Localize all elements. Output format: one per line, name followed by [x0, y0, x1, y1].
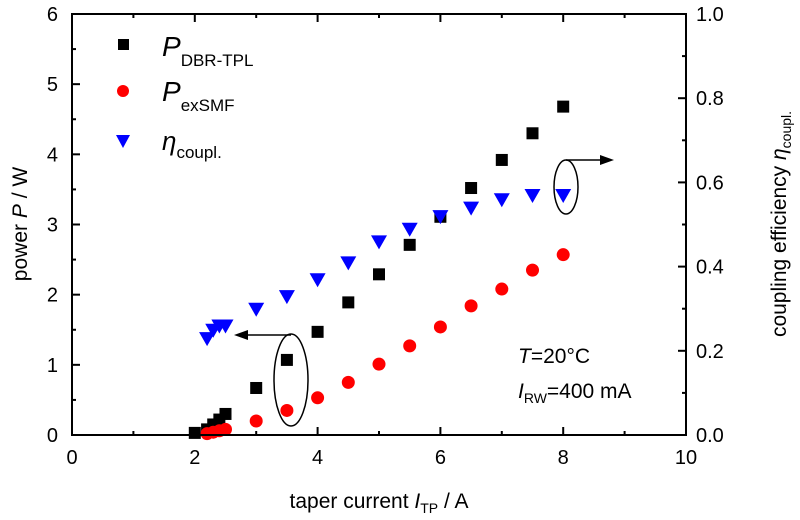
y-tick-label: 2: [47, 285, 58, 307]
y2-tick-label: 0.0: [696, 425, 724, 447]
y2-tick-label: 0.8: [696, 88, 724, 110]
y2-axis-label: coupling efficiency ηcoupl.: [768, 111, 794, 337]
point-exsmf: [556, 248, 570, 262]
right-axis-ellipse: [553, 159, 579, 215]
y-tick-label: 4: [47, 144, 58, 166]
point-dbr-tpl: [373, 268, 385, 281]
y-tick-label: 6: [47, 4, 58, 26]
point-eta-coupl: [401, 222, 418, 237]
point-exsmf: [372, 357, 386, 371]
left-arrowhead: [234, 330, 248, 340]
point-exsmf: [433, 320, 447, 334]
y2-tick-label: 0.2: [696, 341, 724, 363]
point-eta-coupl: [524, 189, 541, 204]
point-exsmf: [464, 299, 478, 313]
point-exsmf: [249, 414, 263, 428]
point-exsmf: [526, 263, 539, 277]
point-dbr-tpl: [465, 182, 478, 195]
legend-label-exsmf: PexSMF: [162, 76, 235, 115]
point-eta-coupl: [371, 235, 387, 250]
x-tick-label: 0: [66, 447, 77, 469]
y2-tick-label: 0.6: [696, 172, 724, 194]
point-exsmf: [341, 375, 355, 389]
point-eta-coupl: [432, 210, 449, 225]
point-exsmf: [280, 403, 294, 417]
point-dbr-tpl: [557, 100, 570, 113]
y2-tick-label: 1.0: [696, 4, 724, 26]
point-dbr-tpl: [495, 153, 508, 166]
left-axis-ellipse: [273, 333, 309, 427]
y2-tick-label: 0.4: [696, 257, 724, 279]
point-exsmf: [495, 282, 509, 296]
current-annotation: IRW=400 mA: [518, 380, 632, 406]
point-eta-coupl: [340, 256, 357, 271]
point-dbr-tpl: [311, 325, 324, 338]
point-dbr-tpl: [526, 127, 539, 140]
point-eta-coupl: [309, 273, 326, 288]
y-tick-label: 1: [47, 355, 58, 377]
point-exsmf: [219, 422, 232, 436]
y-tick-label: 3: [47, 215, 58, 237]
axis-ticks: 0 2 4 6 8 10 0 1 2 3 4 5 6 0.0 0.2 0.4 0.6 0.8 1.0: [47, 4, 724, 469]
y-tick-label: 0: [47, 425, 58, 447]
x-tick-label: 2: [189, 447, 200, 469]
x-tick-label: 10: [675, 447, 697, 469]
y-axis-label: power P / W: [9, 167, 32, 282]
point-eta-coupl: [248, 302, 265, 317]
point-dbr-tpl: [250, 381, 263, 394]
legend-marker-triangle: [116, 135, 130, 148]
legend-marker-circle: [117, 85, 129, 97]
x-axis-label: taper current ITP / A: [290, 490, 469, 516]
x-tick-label: 8: [558, 447, 569, 469]
x-tick-label: 6: [435, 447, 446, 469]
legend: PDBR-TPL PexSMF ηcoupl.: [116, 31, 253, 162]
point-dbr-tpl: [280, 353, 293, 366]
point-eta-coupl: [278, 290, 295, 305]
point-exsmf: [403, 339, 417, 353]
point-dbr-tpl: [219, 407, 232, 420]
right-arrowhead: [600, 155, 614, 165]
point-exsmf: [311, 391, 325, 405]
legend-marker-square: [118, 39, 129, 50]
y-tick-label: 5: [47, 74, 58, 96]
x-tick-label: 4: [312, 447, 323, 469]
legend-label-eta: ηcoupl.: [162, 126, 222, 162]
point-eta-coupl: [463, 201, 480, 216]
data-marks: [188, 100, 572, 441]
point-eta-coupl: [555, 189, 572, 204]
point-eta-coupl: [217, 319, 234, 334]
temperature-annotation: T=20°C: [518, 345, 590, 368]
legend-label-dbr: PDBR-TPL: [162, 31, 253, 70]
point-eta-coupl: [493, 193, 510, 208]
point-eta-coupl: [199, 332, 216, 347]
point-dbr-tpl: [403, 238, 416, 251]
point-dbr-tpl: [342, 296, 355, 309]
